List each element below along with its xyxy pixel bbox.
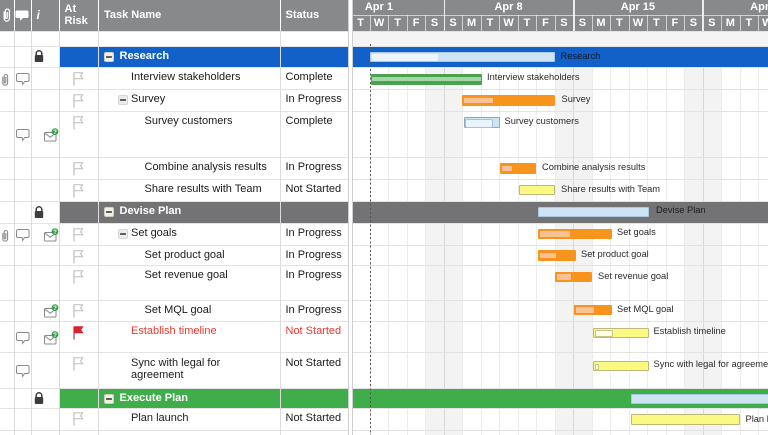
svg-text:?: ? [53, 305, 57, 312]
svg-text:?: ? [53, 129, 57, 136]
svg-text:?: ? [53, 229, 57, 236]
svg-text:?: ? [53, 332, 57, 339]
